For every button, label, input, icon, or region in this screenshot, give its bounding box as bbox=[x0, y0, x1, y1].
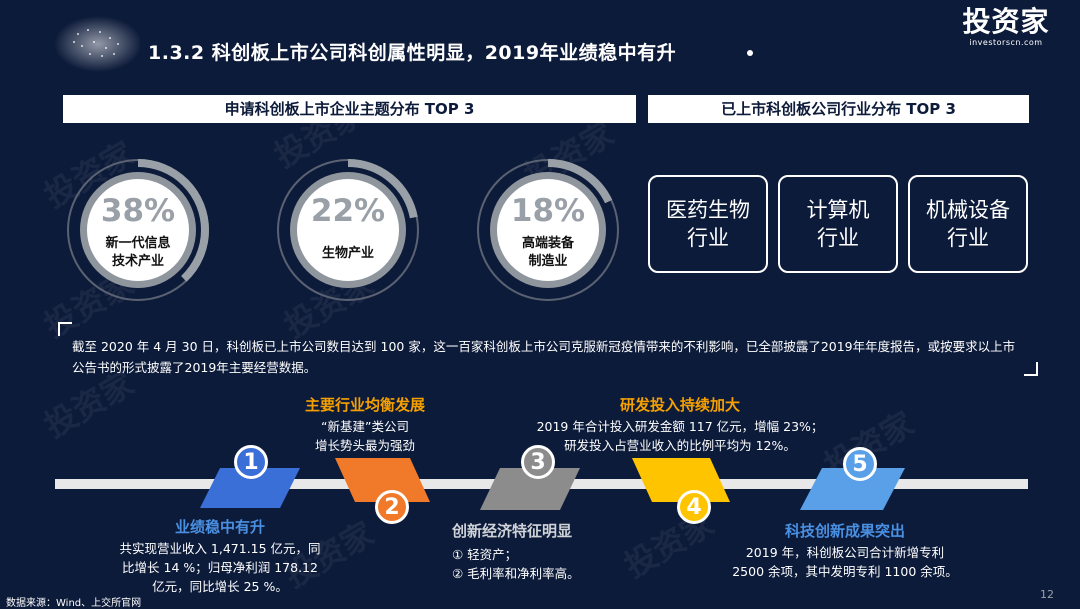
industry-box-1: 医药生物 行业 bbox=[648, 175, 768, 273]
industry-box-3: 机械设备 行业 bbox=[908, 175, 1028, 273]
step-line: 2500 余项，其中发明专利 1100 余项。 bbox=[732, 564, 958, 579]
globe-decoration bbox=[54, 16, 140, 72]
step-shape-1 bbox=[200, 468, 300, 508]
data-source: 数据来源：Wind、上交所官网 bbox=[6, 598, 142, 609]
step-line: 研发投入占营业收入的比例平均为 12%。 bbox=[564, 438, 796, 453]
ring-graphic bbox=[477, 159, 619, 301]
ring-label-line: 生物产业 bbox=[321, 246, 374, 261]
industry-line: 医药生物 bbox=[666, 198, 750, 222]
step-heading: 业绩稳中有升 bbox=[174, 518, 265, 536]
step-line: ① 轻资产； bbox=[452, 547, 518, 562]
industry-line: 计算机 bbox=[806, 198, 870, 222]
ring-label-line: 高端装备 bbox=[521, 236, 574, 251]
step-heading: 创新经济特征明显 bbox=[452, 522, 573, 540]
industry-line: 机械设备 bbox=[926, 198, 1010, 222]
brand-logo: 投资家 investorscn.com bbox=[946, 5, 1066, 48]
step-5-text: 科技创新成果突出 2019 年，科创板公司合计新增专利 2500 余项，其中发明… bbox=[700, 520, 990, 581]
step-line: 2019 年，科创板公司合计新增专利 bbox=[745, 545, 945, 560]
logo-domain: investorscn.com bbox=[969, 38, 1043, 47]
industry-line: 行业 bbox=[947, 226, 989, 250]
ring-graphic bbox=[277, 159, 419, 301]
step-shape-2 bbox=[335, 458, 430, 502]
step-2-text: 主要行业均衡发展 “新基建”类公司 增长势头最为强劲 bbox=[265, 394, 465, 455]
step-number-5: 5 bbox=[843, 447, 877, 481]
ring-label-line: 技术产业 bbox=[111, 254, 164, 269]
ring-progress-arc bbox=[67, 159, 209, 301]
step-number-2: 2 bbox=[375, 490, 409, 524]
step-number-3: 3 bbox=[521, 445, 555, 479]
ring-progress-arc bbox=[477, 159, 619, 301]
step-heading: 研发投入持续加大 bbox=[619, 396, 740, 414]
ring-percent: 22% bbox=[310, 193, 386, 229]
step-heading: 科技创新成果突出 bbox=[784, 522, 905, 540]
step-line: 共实现营业收入 1,471.15 亿元，同 bbox=[119, 541, 321, 556]
theme-ring-2: 22% 生物产业 bbox=[273, 155, 423, 305]
ring-progress-arc bbox=[277, 159, 419, 301]
timeline-shapes bbox=[200, 458, 905, 510]
industry-box-2: 计算机 行业 bbox=[778, 175, 898, 273]
step-1-text: 业绩稳中有升 共实现营业收入 1,471.15 亿元，同 比增长 14 %；归母… bbox=[100, 516, 340, 596]
theme-ring-1: 38% 新一代信息 技术产业 bbox=[63, 155, 213, 305]
step-heading: 主要行业均衡发展 bbox=[304, 396, 425, 414]
ring-label-line: 新一代信息 bbox=[105, 236, 171, 251]
ring-graphic bbox=[67, 159, 209, 301]
step-line: 比增长 14 %；归母净利润 178.12 bbox=[122, 560, 318, 575]
step-3-text: 创新经济特征明显 ① 轻资产； ② 毛利率和净利率高。 bbox=[452, 520, 612, 583]
quote-open-bracket bbox=[58, 322, 72, 336]
logo-text: 投资家 bbox=[962, 5, 1050, 38]
industry-line: 行业 bbox=[687, 226, 729, 250]
left-panel-header: 申请科创板上市企业主题分布 TOP 3 bbox=[63, 95, 636, 123]
step-line: “新基建”类公司 bbox=[321, 419, 409, 434]
step-line: ② 毛利率和净利率高。 bbox=[452, 566, 580, 581]
right-panel-header: 已上市科创板公司行业分布 TOP 3 bbox=[648, 95, 1029, 123]
ring-center bbox=[87, 179, 189, 281]
step-line: 亿元，同比增长 25 %。 bbox=[152, 579, 288, 594]
theme-ring-3: 18% 高端装备 制造业 bbox=[473, 155, 623, 305]
step-shape-5 bbox=[800, 468, 905, 510]
step-number-1: 1 bbox=[234, 445, 268, 479]
ring-label-line: 制造业 bbox=[528, 254, 568, 269]
step-line: 2019 年合计投入研发金额 117 亿元，增幅 23%； bbox=[536, 419, 824, 434]
slide-title: 1.3.2 科创板上市公司科创属性明显，2019年业绩稳中有升 bbox=[148, 42, 677, 64]
step-number-4: 4 bbox=[677, 490, 711, 524]
step-4-text: 研发投入持续加大 2019 年合计投入研发金额 117 亿元，增幅 23%； 研… bbox=[510, 394, 850, 455]
step-shape-4 bbox=[632, 458, 730, 502]
industry-line: 行业 bbox=[817, 226, 859, 250]
ring-percent: 18% bbox=[510, 193, 586, 229]
quote-text: 截至 2020 年 4 月 30 日，科创板已上市公司数目达到 100 家，这一… bbox=[72, 339, 1016, 375]
quote-close-bracket bbox=[1024, 362, 1038, 376]
step-shape-3 bbox=[480, 468, 580, 510]
title-bullet-dot bbox=[747, 50, 753, 56]
ring-center bbox=[497, 179, 599, 281]
ring-center bbox=[297, 179, 399, 281]
ring-percent: 38% bbox=[100, 193, 176, 229]
step-line: 增长势头最为强劲 bbox=[314, 438, 415, 453]
page-number: 12 bbox=[1040, 588, 1054, 601]
